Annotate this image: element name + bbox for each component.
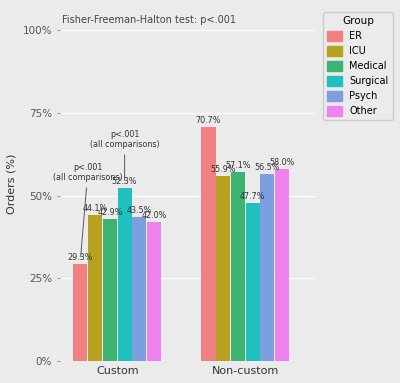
Text: Fisher-Freeman-Halton test: p<.001: Fisher-Freeman-Halton test: p<.001 [62, 15, 236, 25]
Text: 55.9%: 55.9% [210, 165, 236, 174]
Text: 29.3%: 29.3% [68, 253, 93, 262]
Bar [74, 264, 88, 361]
Text: 47.7%: 47.7% [240, 192, 265, 201]
Text: 42.9%: 42.9% [97, 208, 123, 217]
Text: 70.7%: 70.7% [196, 116, 221, 125]
Bar [103, 219, 117, 361]
Bar [118, 188, 132, 361]
Bar [216, 176, 230, 361]
Text: 43.5%: 43.5% [127, 206, 152, 215]
Text: 52.3%: 52.3% [112, 177, 137, 186]
Text: 42.0%: 42.0% [141, 211, 167, 220]
Legend: ER, ICU, Medical, Surgical, Psych, Other: ER, ICU, Medical, Surgical, Psych, Other [323, 12, 392, 120]
Bar [202, 127, 216, 361]
Text: 57.1%: 57.1% [225, 161, 251, 170]
Text: p<.001
(all comparisons): p<.001 (all comparisons) [90, 130, 160, 180]
Text: 58.0%: 58.0% [270, 158, 295, 167]
Text: p<.001
(all comparisons): p<.001 (all comparisons) [53, 163, 123, 257]
Text: 56.5%: 56.5% [255, 163, 280, 172]
Bar [275, 169, 289, 361]
Bar [88, 215, 102, 361]
Y-axis label: Orders (%): Orders (%) [7, 154, 17, 214]
Bar [132, 217, 146, 361]
Text: 44.1%: 44.1% [82, 204, 108, 213]
Bar [231, 172, 245, 361]
Bar [246, 203, 260, 361]
Bar [147, 222, 161, 361]
Bar [260, 174, 274, 361]
